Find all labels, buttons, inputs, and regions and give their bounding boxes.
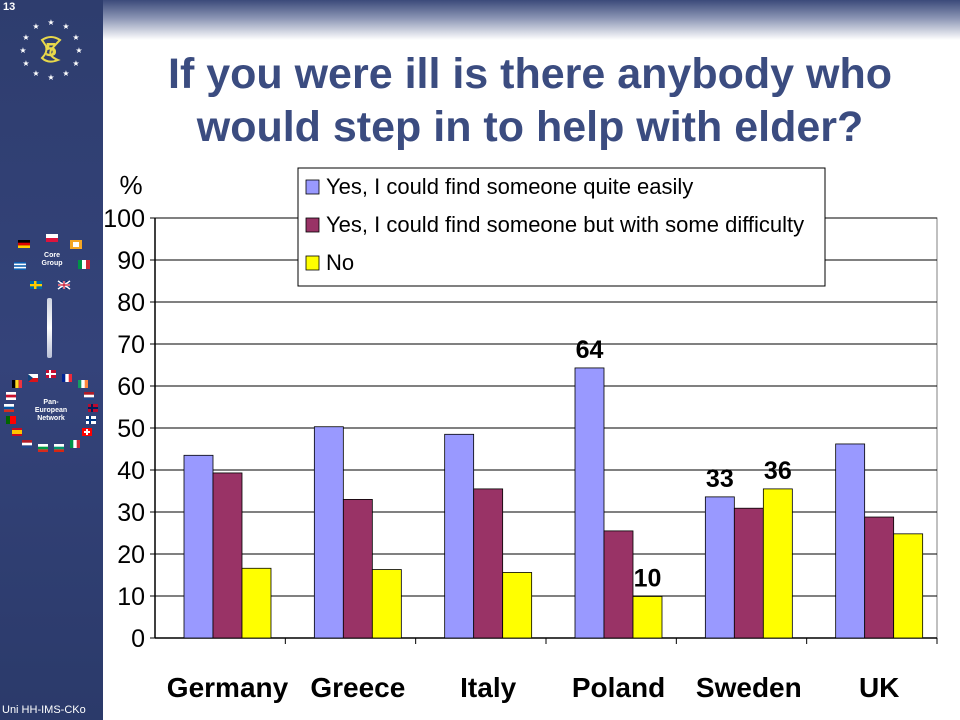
svg-text:★: ★ (62, 22, 69, 31)
core-group-label: Core Group (42, 252, 63, 267)
bar (502, 572, 533, 639)
x-tick-label: Greece (310, 672, 405, 703)
footer-text: Uni HH-IMS-CKo (2, 704, 86, 716)
bar (183, 454, 214, 639)
data-label: 64 (576, 336, 604, 364)
pan-european-network-flags-icon: Pan-European Network (4, 370, 98, 452)
y-tick-label: 10 (117, 583, 145, 611)
legend (297, 167, 826, 287)
svg-text:★: ★ (32, 69, 39, 78)
y-tick-label: 90 (117, 247, 145, 275)
eu-stars-logo-icon: ★ ★★ ★★★ ★★★ ★★★ 5 (19, 18, 82, 82)
y-tick-label: 20 (117, 541, 145, 569)
bar (864, 516, 895, 639)
bar-chart: 0 10 20 30 40 50 60 70 80 90 100% Germany Greece Ital… (103, 167, 938, 703)
bar (241, 567, 272, 639)
y-tick-label: 40 (117, 457, 145, 485)
bar (632, 596, 663, 639)
x-tick-label: UK (859, 672, 899, 703)
svg-text:★: ★ (72, 33, 79, 42)
bar (893, 533, 924, 639)
core-group-flags-icon: Core Group (14, 234, 90, 290)
svg-text:★: ★ (72, 59, 79, 68)
legend-swatch (305, 179, 320, 195)
bar (574, 367, 605, 639)
svg-text:★: ★ (47, 18, 54, 27)
bar (444, 433, 475, 639)
bar (704, 496, 735, 639)
bar (835, 443, 866, 639)
pan-network-label: Pan-European Network (35, 399, 67, 422)
bar (762, 488, 793, 639)
x-tick-label: Italy (460, 672, 516, 703)
y-tick-label: 60 (117, 373, 145, 401)
bar (603, 530, 634, 639)
y-axis-label: % (119, 170, 142, 200)
data-label: 36 (764, 457, 792, 485)
legend-label: Yes, I could find someone but with some … (326, 212, 804, 237)
slide-number: 13 (3, 1, 16, 13)
y-tick-label: 70 (117, 331, 145, 359)
legend-swatch (305, 255, 320, 271)
y-tick-label: 80 (117, 289, 145, 317)
bar (371, 569, 402, 639)
svg-text:★: ★ (75, 46, 82, 55)
sidebar-divider (47, 298, 52, 358)
sidebar: 13 ★ ★ ★ ★ ★ ★ ★ ★ ★ ★ ★ ★ 5 Core Group (0, 0, 103, 720)
svg-text:★: ★ (62, 69, 69, 78)
x-tick-label: Sweden (696, 672, 802, 703)
svg-text:★: ★ (22, 33, 29, 42)
x-tick-label: Poland (572, 672, 665, 703)
svg-text:5: 5 (45, 40, 58, 61)
svg-text:★: ★ (22, 59, 29, 68)
legend-label: No (326, 250, 354, 275)
page-title: If you were ill is there anybody who wou… (168, 50, 892, 151)
bar (212, 472, 243, 639)
bar (342, 498, 373, 639)
bar (473, 488, 504, 639)
bar (313, 426, 344, 639)
y-tick-label: 0 (131, 625, 145, 653)
header-band (103, 0, 960, 40)
y-tick-label: 50 (117, 415, 145, 443)
svg-text:★: ★ (19, 46, 26, 55)
bar (733, 507, 764, 639)
svg-text:★: ★ (47, 73, 54, 82)
svg-text:★: ★ (32, 22, 39, 31)
legend-swatch (305, 217, 320, 233)
y-tick-label: 100 (103, 205, 145, 233)
y-tick-label: 30 (117, 499, 145, 527)
data-label: 33 (706, 465, 734, 493)
legend-label: Yes, I could find someone quite easily (326, 174, 693, 199)
data-label: 10 (634, 564, 662, 592)
x-tick-label: Germany (167, 672, 289, 703)
